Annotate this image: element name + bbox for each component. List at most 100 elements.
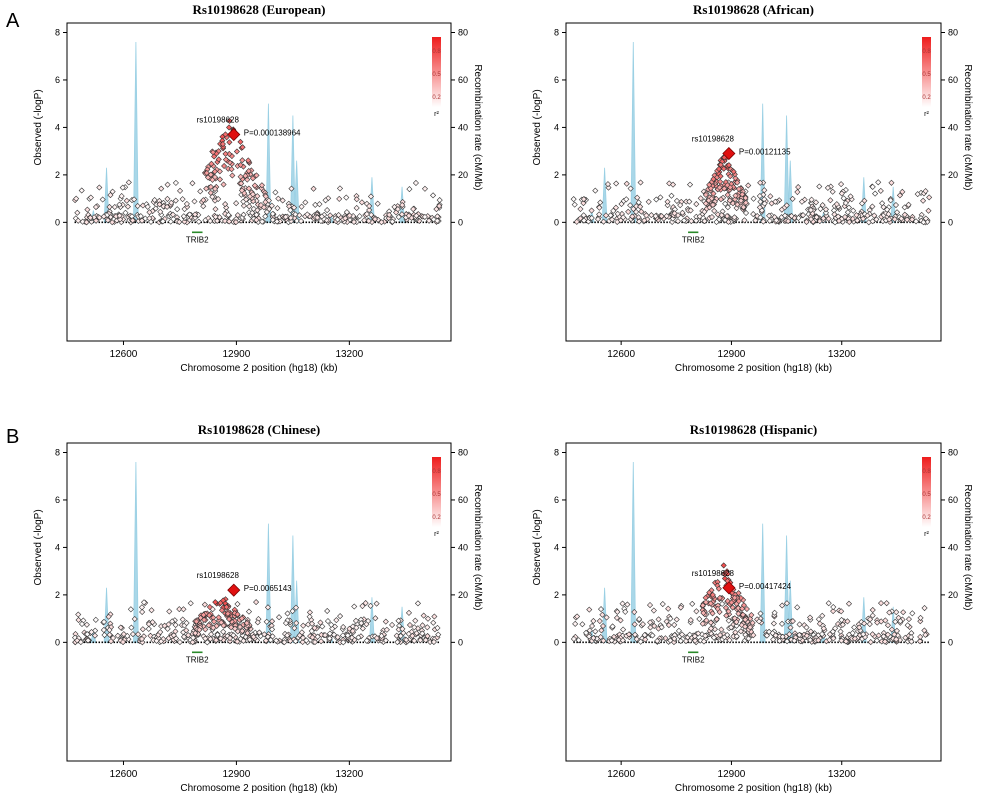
snp-point xyxy=(575,637,582,644)
y2-tick-label: 80 xyxy=(948,27,958,37)
snp-point xyxy=(692,637,699,644)
snp-point xyxy=(664,198,671,205)
snp-point xyxy=(276,614,283,621)
snp-point xyxy=(838,608,845,615)
snp-point xyxy=(223,603,230,611)
snp-point xyxy=(707,600,714,607)
snp-point xyxy=(687,181,694,188)
snp-point xyxy=(898,215,905,222)
snp-point xyxy=(913,218,920,225)
snp-point xyxy=(264,604,271,611)
snp-point xyxy=(363,211,370,218)
snp-point xyxy=(710,176,717,183)
snp-point xyxy=(361,217,368,224)
snp-point xyxy=(135,631,142,638)
snp-point xyxy=(75,616,82,624)
snp-point xyxy=(708,214,715,221)
snp-point xyxy=(306,613,313,620)
snp-point xyxy=(214,631,221,638)
snp-point xyxy=(647,624,654,631)
snp-point xyxy=(421,185,428,192)
snp-point xyxy=(273,218,280,225)
snp-point xyxy=(435,631,442,638)
y-tick-label: 0 xyxy=(554,217,559,227)
snp-point xyxy=(317,619,324,626)
snp-point xyxy=(749,619,756,626)
r2-legend-tick: 0.8 xyxy=(432,49,441,55)
snp-point xyxy=(620,626,627,633)
snp-point xyxy=(572,620,579,627)
snp-point xyxy=(740,204,747,211)
snp-point xyxy=(625,631,632,638)
snp-point xyxy=(881,638,889,645)
snp-point xyxy=(652,213,659,220)
snp-point xyxy=(91,632,98,639)
snp-point xyxy=(366,207,373,214)
snp-point xyxy=(922,215,929,222)
snp-point xyxy=(886,609,893,616)
snp-point xyxy=(609,623,616,630)
snp-point xyxy=(309,634,316,641)
snp-point xyxy=(714,605,721,612)
snp-point xyxy=(677,604,684,611)
snp-point xyxy=(336,185,344,192)
snp-point xyxy=(598,627,605,634)
snp-point xyxy=(709,201,716,208)
snp-point xyxy=(869,203,876,210)
snp-point xyxy=(739,611,746,618)
snp-point xyxy=(105,613,112,620)
snp-point xyxy=(211,618,218,625)
snp-point xyxy=(351,603,358,610)
snp-point xyxy=(245,167,252,175)
snp-point xyxy=(795,184,802,191)
snp-point xyxy=(905,201,912,208)
snp-point xyxy=(180,213,187,220)
snp-point xyxy=(717,161,724,168)
lead-snp-pvalue: P=0.00417424 xyxy=(739,582,792,591)
snp-point xyxy=(92,616,99,623)
snp-point xyxy=(220,143,227,150)
snp-point xyxy=(791,637,798,644)
snp-point xyxy=(253,211,260,218)
r2-legend-tick: 0.8 xyxy=(922,469,931,475)
r2-legend-tick: 0.5 xyxy=(432,492,441,498)
snp-point xyxy=(221,217,228,224)
y2-axis-label: Recombination rate (cM/Mb) xyxy=(962,64,973,190)
snp-point xyxy=(134,202,141,210)
snp-point xyxy=(138,217,146,224)
recombination-peak xyxy=(290,535,296,643)
snp-point xyxy=(250,633,257,640)
snp-point xyxy=(106,631,113,638)
snp-point xyxy=(107,192,114,199)
snp-point xyxy=(720,562,727,569)
snp-point xyxy=(861,620,868,627)
x-tick-label: 12600 xyxy=(607,769,635,780)
snp-point xyxy=(807,628,814,635)
snp-point xyxy=(122,209,129,216)
snp-point xyxy=(901,204,908,211)
snp-point xyxy=(766,217,773,224)
snp-point xyxy=(779,633,786,640)
snp-point xyxy=(722,200,729,207)
snp-point xyxy=(841,213,849,220)
snp-point xyxy=(215,156,222,163)
snp-point xyxy=(594,216,602,223)
snp-point xyxy=(772,198,779,205)
chart-panel-0: Rs10198628 (European)0246802040608012600… xyxy=(33,2,483,374)
snp-point xyxy=(776,637,783,644)
snp-point xyxy=(74,209,81,216)
snp-point xyxy=(327,212,334,219)
snp-point xyxy=(263,618,270,625)
snp-point xyxy=(869,631,876,638)
snp-point xyxy=(697,637,704,644)
snp-point xyxy=(742,199,749,206)
snp-point xyxy=(909,610,916,617)
snp-point xyxy=(222,150,229,157)
snp-point xyxy=(735,598,742,605)
snp-point xyxy=(164,195,171,202)
snp-point xyxy=(570,635,577,642)
snp-point xyxy=(671,635,678,642)
snp-point xyxy=(316,201,323,208)
snp-point xyxy=(288,218,295,225)
snp-point xyxy=(757,179,764,186)
